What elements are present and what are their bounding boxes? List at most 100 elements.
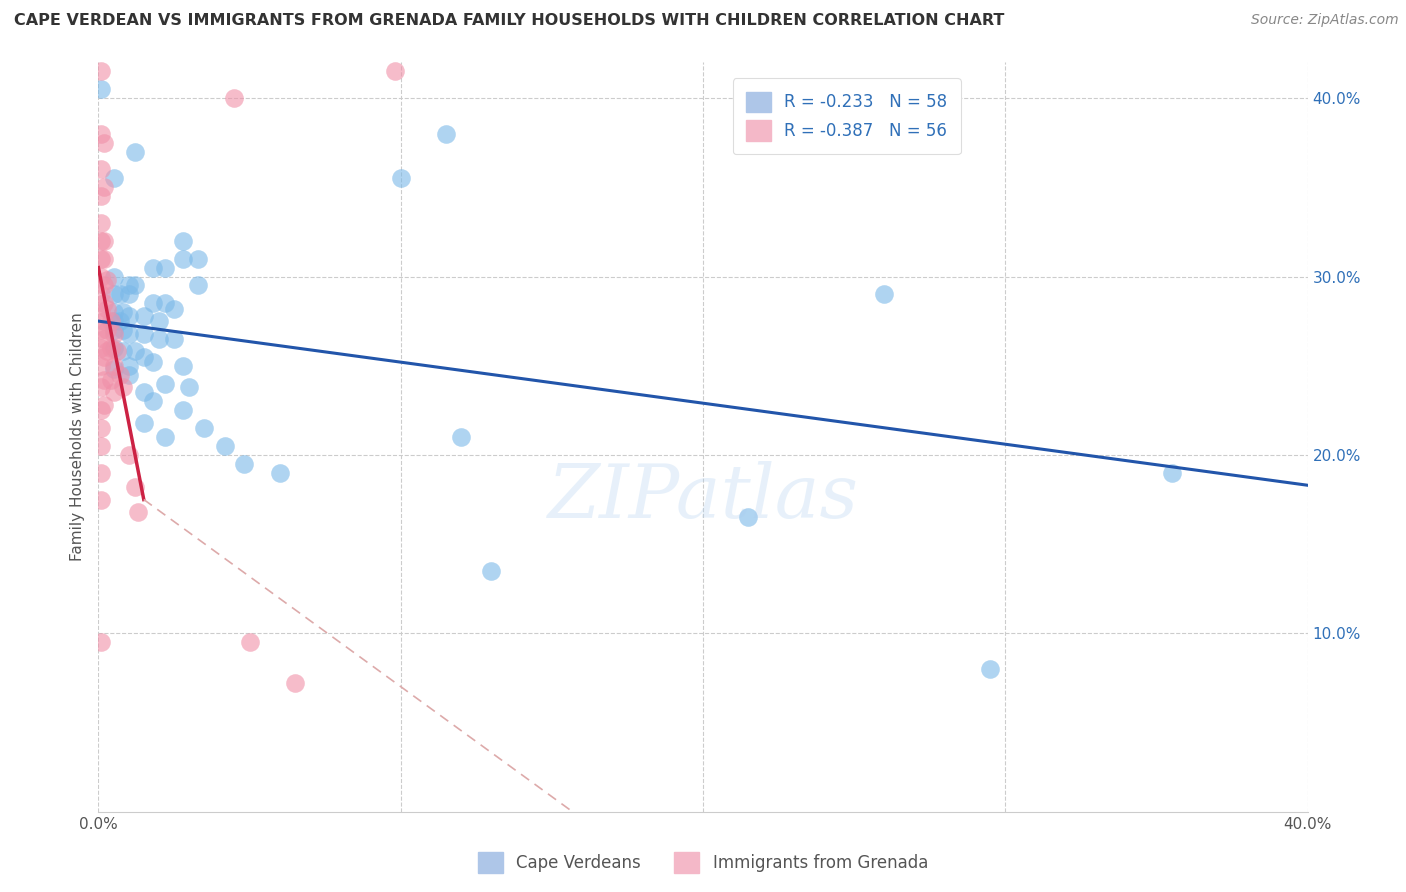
- Y-axis label: Family Households with Children: Family Households with Children: [70, 313, 86, 561]
- Point: [90, 466, 112, 480]
- Point: [142, 260, 165, 275]
- Point: [90, 162, 112, 177]
- Point: [93, 252, 115, 266]
- Point: [103, 359, 125, 373]
- Point: [124, 278, 146, 293]
- Point: [90, 439, 112, 453]
- Point: [1160, 466, 1182, 480]
- Point: [111, 305, 134, 319]
- Point: [93, 136, 115, 150]
- Point: [239, 635, 262, 649]
- Point: [103, 341, 125, 355]
- Point: [93, 180, 115, 194]
- Point: [389, 171, 412, 186]
- Point: [124, 480, 146, 494]
- Point: [96, 273, 118, 287]
- Point: [93, 373, 115, 387]
- Point: [103, 314, 125, 328]
- Point: [90, 234, 112, 248]
- Point: [100, 341, 122, 355]
- Text: Source: ZipAtlas.com: Source: ZipAtlas.com: [1251, 13, 1399, 28]
- Point: [90, 269, 112, 284]
- Point: [90, 323, 112, 337]
- Point: [124, 145, 146, 159]
- Point: [118, 326, 141, 341]
- Point: [90, 635, 112, 649]
- Point: [93, 398, 115, 412]
- Text: CAPE VERDEAN VS IMMIGRANTS FROM GRENADA FAMILY HOUSEHOLDS WITH CHILDREN CORRELAT: CAPE VERDEAN VS IMMIGRANTS FROM GRENADA …: [14, 13, 1004, 29]
- Point: [148, 314, 170, 328]
- Point: [100, 314, 122, 328]
- Point: [450, 430, 472, 444]
- Point: [384, 64, 406, 78]
- Point: [90, 287, 112, 301]
- Point: [93, 296, 115, 310]
- Point: [224, 91, 246, 105]
- Point: [214, 439, 236, 453]
- Point: [118, 287, 141, 301]
- Point: [96, 323, 118, 337]
- Point: [93, 332, 115, 346]
- Point: [93, 234, 115, 248]
- Point: [111, 323, 134, 337]
- Point: [103, 385, 125, 400]
- Legend: Cape Verdeans, Immigrants from Grenada: Cape Verdeans, Immigrants from Grenada: [471, 846, 935, 880]
- Legend: R = -0.233   N = 58, R = -0.387   N = 56: R = -0.233 N = 58, R = -0.387 N = 56: [733, 78, 960, 154]
- Point: [142, 394, 165, 409]
- Point: [103, 171, 125, 186]
- Point: [103, 287, 125, 301]
- Point: [90, 127, 112, 141]
- Point: [153, 260, 176, 275]
- Point: [979, 662, 1001, 676]
- Point: [142, 296, 165, 310]
- Point: [172, 359, 194, 373]
- Point: [108, 314, 131, 328]
- Point: [172, 403, 194, 417]
- Point: [737, 510, 759, 524]
- Point: [481, 564, 503, 578]
- Point: [93, 314, 115, 328]
- Point: [105, 344, 128, 359]
- Point: [179, 380, 201, 394]
- Point: [90, 403, 112, 417]
- Point: [163, 301, 186, 316]
- Point: [118, 448, 141, 462]
- Point: [118, 359, 141, 373]
- Point: [172, 234, 194, 248]
- Point: [93, 278, 115, 293]
- Point: [90, 492, 112, 507]
- Point: [90, 216, 112, 230]
- Point: [163, 332, 186, 346]
- Point: [187, 278, 209, 293]
- Point: [153, 376, 176, 391]
- Point: [132, 385, 155, 400]
- Point: [284, 676, 307, 690]
- Point: [232, 457, 254, 471]
- Point: [93, 350, 115, 364]
- Point: [90, 421, 112, 435]
- Point: [193, 421, 215, 435]
- Point: [148, 332, 170, 346]
- Point: [187, 252, 209, 266]
- Point: [90, 305, 112, 319]
- Point: [111, 380, 134, 394]
- Point: [118, 278, 141, 293]
- Point: [90, 82, 112, 96]
- Point: [132, 350, 155, 364]
- Point: [90, 189, 112, 203]
- Point: [96, 301, 118, 316]
- Point: [90, 64, 112, 78]
- Point: [103, 362, 125, 376]
- Point: [90, 380, 112, 394]
- Point: [108, 287, 131, 301]
- Point: [108, 368, 131, 382]
- Point: [103, 305, 125, 319]
- Point: [90, 359, 112, 373]
- Point: [118, 368, 141, 382]
- Point: [118, 309, 141, 323]
- Point: [103, 269, 125, 284]
- Point: [100, 373, 122, 387]
- Point: [90, 252, 112, 266]
- Point: [103, 323, 125, 337]
- Point: [96, 344, 118, 359]
